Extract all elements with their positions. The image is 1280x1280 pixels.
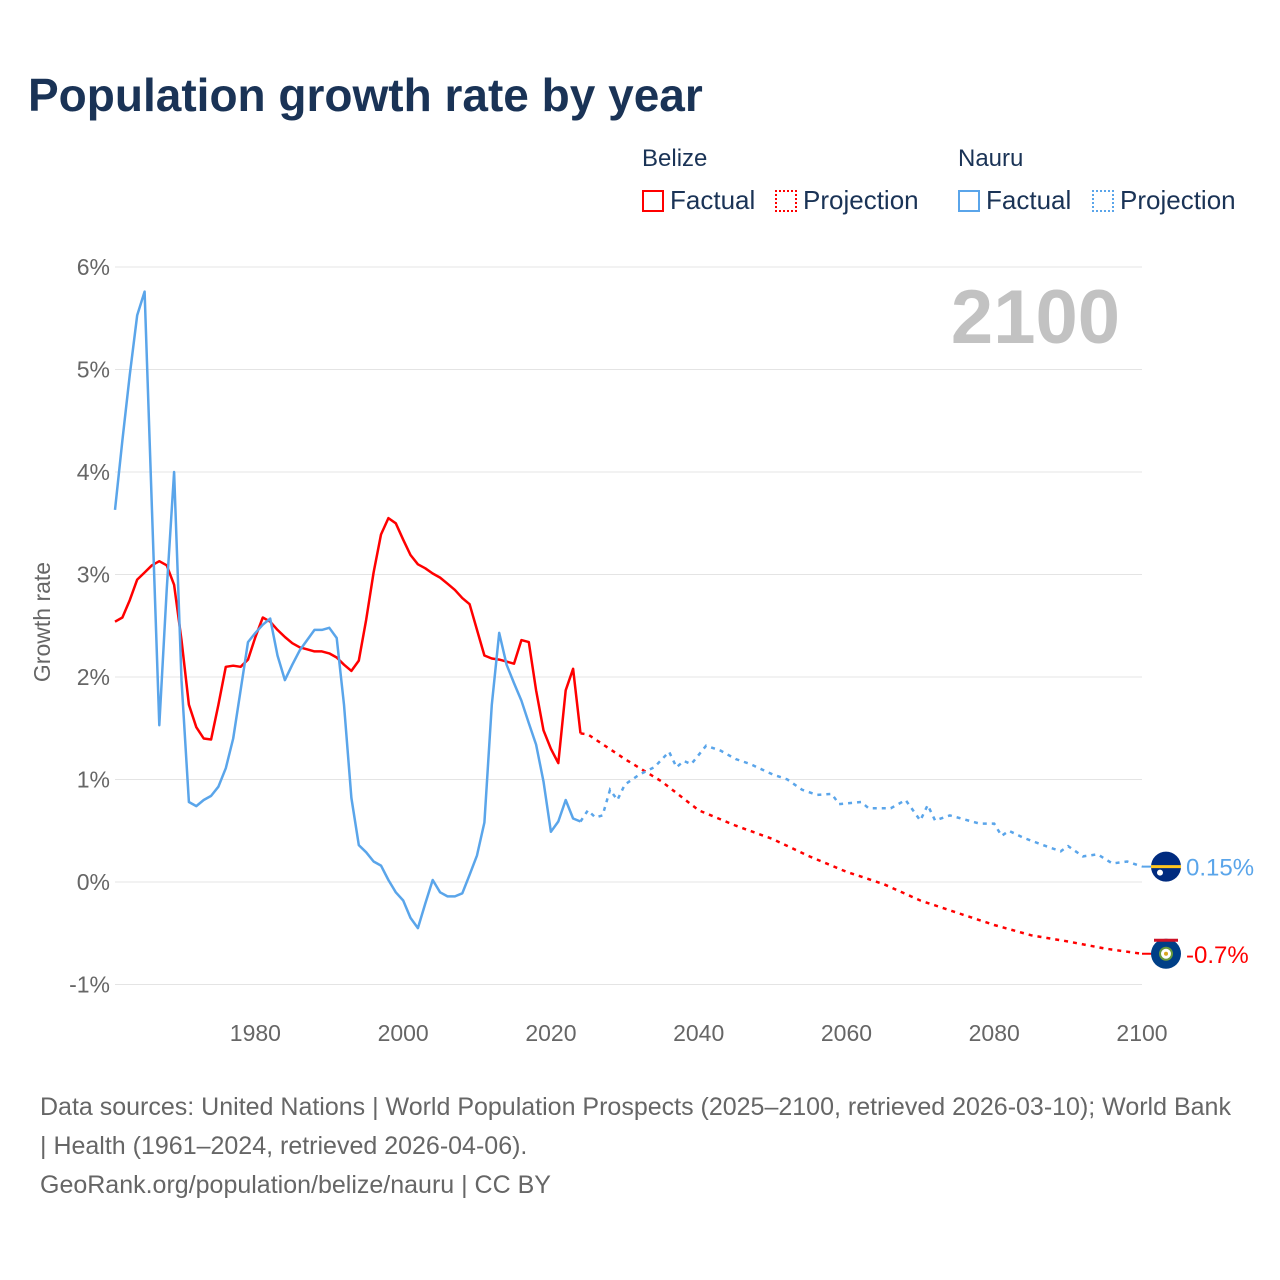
year-watermark: 2100 — [951, 275, 1120, 360]
y-tick-label: 2% — [77, 664, 110, 690]
x-tick-label: 2100 — [1116, 1020, 1167, 1046]
legend-belize-projection[interactable]: Projection — [775, 185, 919, 216]
belize-flag-emblem-center — [1164, 951, 1168, 956]
x-tick-label: 1980 — [230, 1020, 281, 1046]
x-tick-label: 2020 — [525, 1020, 576, 1046]
y-tick-label: -1% — [69, 972, 110, 998]
x-tick-label: 2080 — [969, 1020, 1020, 1046]
y-tick-label: 3% — [77, 562, 110, 588]
belize-projection-line — [580, 732, 1143, 956]
legend-nauru-factual[interactable]: Factual — [958, 185, 1071, 216]
belize-factual-line — [114, 516, 582, 765]
y-tick-label: 0% — [77, 869, 110, 895]
x-tick-label: 2040 — [673, 1020, 724, 1046]
y-axis-label: Growth rate — [29, 562, 55, 682]
belize-end-label: -0.7% — [1186, 942, 1249, 969]
legend-group-nauru: Nauru — [958, 145, 1024, 172]
legend-nauru-projection[interactable]: Projection — [1092, 185, 1236, 216]
nauru-flag-stripe — [1151, 865, 1181, 869]
y-tick-label: 1% — [77, 767, 110, 793]
nauru-end-label: 0.15% — [1186, 855, 1254, 882]
x-tick-label: 2060 — [821, 1020, 872, 1046]
chart-title: Population growth rate by year — [28, 69, 703, 121]
legend-swatch — [642, 189, 664, 212]
y-tick-label: 5% — [77, 357, 110, 383]
x-tick-label: 2000 — [378, 1020, 429, 1046]
footer: Data sources: United Nations | World Pop… — [40, 1088, 1240, 1205]
legend-belize-factual[interactable]: Factual — [642, 185, 755, 216]
legend-swatch — [958, 189, 980, 212]
legend-label: Projection — [1120, 185, 1236, 215]
y-tick-label: 4% — [77, 459, 110, 485]
credit-link[interactable]: GeoRank.org/population/belize/nauru | CC… — [40, 1171, 551, 1199]
belize-flag-stripe — [1154, 938, 1178, 942]
y-tick-label: 6% — [77, 254, 110, 280]
legend-label: Projection — [803, 185, 919, 215]
data-sources: Data sources: United Nations | World Pop… — [40, 1093, 1231, 1160]
nauru-projection-line — [579, 744, 1143, 868]
legend-group-belize: Belize — [642, 145, 708, 172]
legend-swatch — [1092, 189, 1114, 212]
legend-label: Factual — [986, 185, 1072, 215]
legend-swatch — [775, 189, 797, 212]
nauru-factual-line — [113, 290, 581, 930]
nauru-flag-star — [1157, 869, 1163, 876]
legend-label: Factual — [670, 185, 756, 215]
